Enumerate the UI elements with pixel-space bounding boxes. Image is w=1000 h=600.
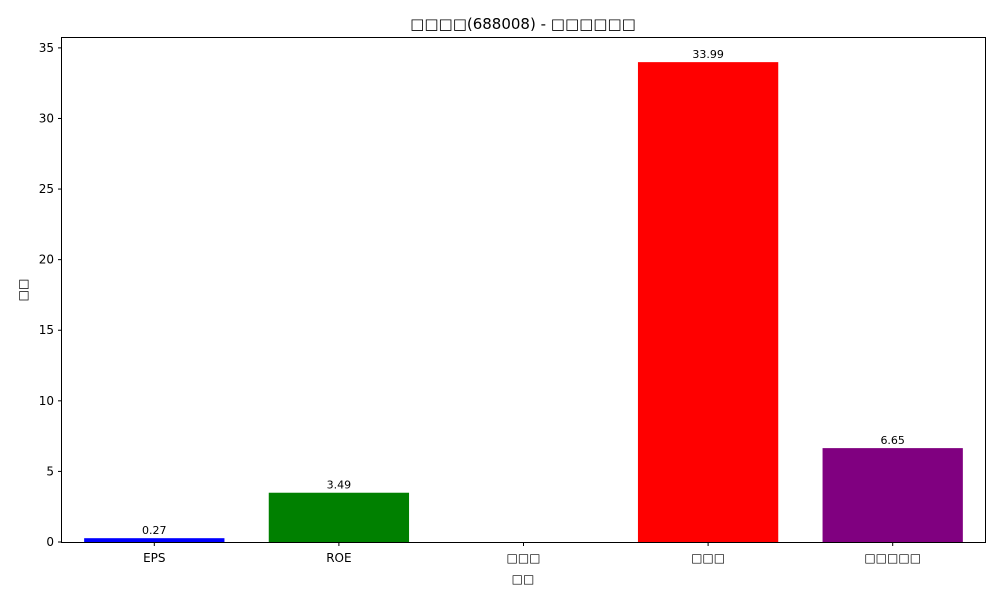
y-tick-label-6: 30 bbox=[39, 111, 54, 125]
data-label-4: 6.65 bbox=[880, 434, 905, 447]
data-label-0: 0.27 bbox=[142, 524, 167, 537]
x-tick-label-0: EPS bbox=[143, 551, 165, 565]
y-tick-label-0: 0 bbox=[46, 535, 54, 549]
chart-title: □□□□(688008) - □□□□□□ bbox=[410, 15, 636, 33]
x-tick-label-1: ROE bbox=[326, 551, 351, 565]
plot-frame bbox=[61, 37, 986, 543]
x-tick-label-3: □□□ bbox=[691, 551, 725, 565]
y-axis-title: □□ bbox=[16, 279, 30, 302]
bars-layer bbox=[84, 62, 963, 543]
x-axis-title: □□ bbox=[512, 572, 535, 586]
bar-1 bbox=[268, 492, 410, 542]
y-tick-label-5: 25 bbox=[39, 182, 54, 196]
bar-0 bbox=[84, 538, 225, 542]
data-label-3: 33.99 bbox=[692, 48, 724, 61]
y-tick-label-4: 20 bbox=[39, 253, 54, 267]
y-tick-label-1: 5 bbox=[46, 464, 54, 478]
data-labels: 0.27 3.49 33.99 6.65 bbox=[142, 48, 905, 537]
data-label-1: 3.49 bbox=[327, 479, 352, 492]
y-ticks: 0 5 10 15 20 25 30 35 bbox=[39, 41, 62, 549]
bar-3 bbox=[637, 62, 779, 543]
x-tick-label-2: □□□ bbox=[506, 551, 540, 565]
x-tick-label-4: □□□□□ bbox=[864, 551, 921, 565]
y-tick-label-3: 15 bbox=[39, 323, 54, 337]
y-tick-label-2: 10 bbox=[39, 394, 54, 408]
x-ticks: EPS ROE □□□ □□□ □□□□□ bbox=[143, 542, 921, 565]
y-tick-label-7: 35 bbox=[39, 41, 54, 55]
bar-4 bbox=[822, 448, 963, 542]
